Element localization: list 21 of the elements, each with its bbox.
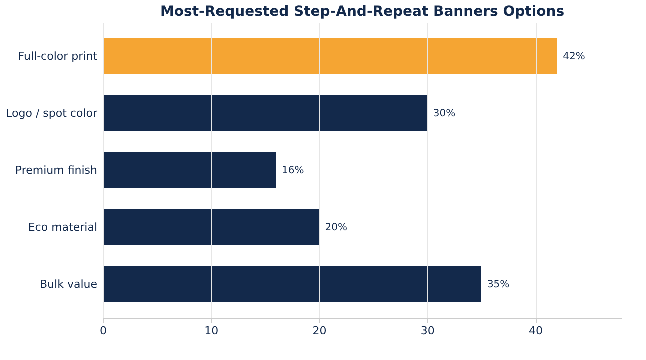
data-label: 42% (563, 52, 586, 62)
bar (103, 96, 428, 132)
bar (103, 38, 558, 74)
y-tick-label: Premium finish (15, 164, 98, 177)
x-tick-label: 40 (529, 324, 543, 338)
bar (103, 266, 482, 302)
y-tick-label: Logo / spot color (6, 107, 98, 120)
x-tick-label: 30 (420, 324, 435, 338)
data-label: 16% (282, 166, 304, 176)
data-label: 30% (433, 108, 456, 120)
x-tick-label: 20 (312, 324, 327, 338)
chart-title: Most-Requested Step-And-Repeat Banners Options (160, 4, 565, 20)
bar (103, 210, 320, 246)
x-tick-label: 10 (204, 324, 219, 338)
data-label: 20% (325, 222, 348, 234)
bar (103, 152, 276, 188)
y-tick-label: Eco material (28, 221, 98, 234)
x-tick-label: 0 (100, 324, 107, 338)
y-tick-label: Full-color print (18, 50, 98, 63)
data-label: 35% (487, 280, 510, 290)
y-tick-label: Bulk value (40, 278, 98, 291)
